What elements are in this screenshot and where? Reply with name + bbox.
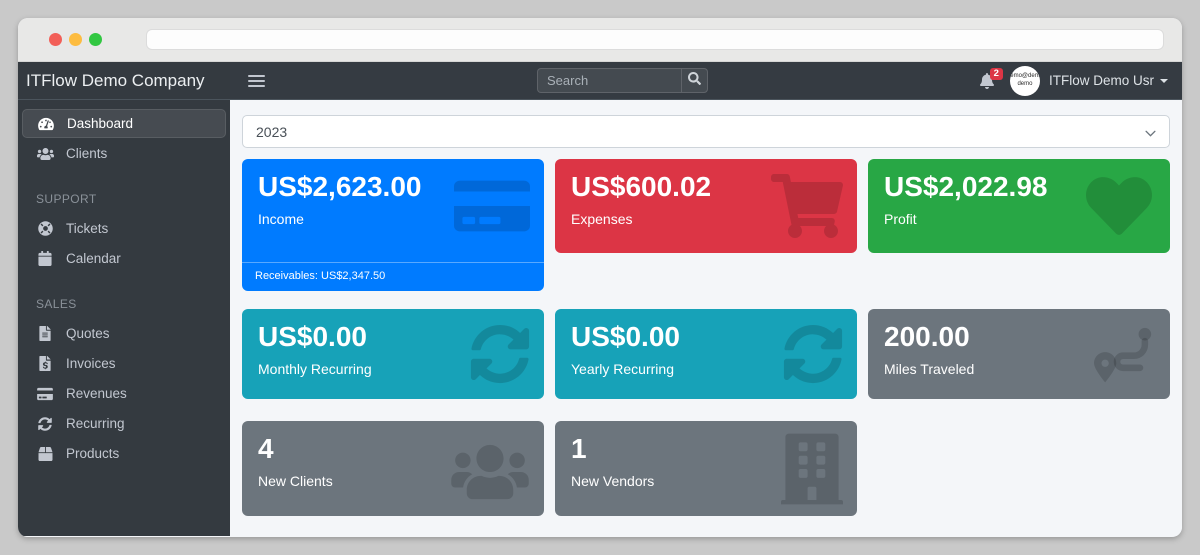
sidebar-item-label: Quotes: [66, 326, 110, 341]
search-input[interactable]: [536, 68, 681, 93]
expenses-label: Expenses: [571, 211, 633, 228]
window-controls: [18, 33, 116, 46]
file-lines-icon: [36, 326, 54, 342]
sidebar-item-calendar[interactable]: Calendar: [22, 244, 226, 273]
building-icon: [781, 433, 843, 505]
income-card[interactable]: US$2,623.00 Income Receivables: US$2,347…: [242, 159, 544, 291]
profit-value: US$2,022.98: [884, 171, 1048, 202]
browser-chrome: [18, 18, 1182, 62]
income-label: Income: [258, 211, 304, 228]
sync-icon: [470, 324, 530, 384]
tachometer-icon: [37, 116, 55, 132]
miles-traveled-label: Miles Traveled: [884, 361, 975, 378]
sidebar-section-sales: SALES: [36, 297, 77, 311]
income-receivables: Receivables: US$2,347.50: [242, 262, 544, 291]
life-ring-icon: [36, 221, 54, 237]
new-vendors-label: New Vendors: [571, 473, 655, 490]
new-clients-card[interactable]: 4 New Clients: [242, 421, 544, 516]
yearly-recurring-card[interactable]: US$0.00 Yearly Recurring: [555, 309, 857, 399]
sidebar-item-label: Revenues: [66, 386, 127, 401]
sync-icon: [36, 416, 54, 432]
monthly-recurring-value: US$0.00: [258, 321, 367, 352]
browser-window: ITFlow Demo Company Dashboard Clients SU…: [18, 18, 1182, 537]
navbar-right: 2 demo@demo demo ITFlow Demo Usr: [979, 65, 1168, 96]
sidebar-item-revenues[interactable]: Revenues: [22, 379, 226, 408]
profit-label: Profit: [884, 211, 917, 228]
minimize-window-button[interactable]: [69, 33, 82, 46]
sidebar-item-tickets[interactable]: Tickets: [22, 214, 226, 243]
sidebar: ITFlow Demo Company Dashboard Clients SU…: [18, 62, 230, 536]
address-bar[interactable]: [146, 29, 1164, 50]
sidebar-section-support: SUPPORT: [36, 192, 97, 206]
search-form: [536, 68, 708, 93]
sidebar-toggle-button[interactable]: [248, 74, 265, 87]
sidebar-item-clients[interactable]: Clients: [22, 139, 226, 168]
credit-card-icon: [454, 177, 530, 235]
top-navbar: 2 demo@demo demo ITFlow Demo Usr: [230, 62, 1182, 100]
users-icon: [450, 441, 530, 503]
new-clients-label: New Clients: [258, 473, 333, 490]
sidebar-item-label: Invoices: [66, 356, 116, 371]
sidebar-item-products[interactable]: Products: [22, 439, 226, 468]
sidebar-item-label: Dashboard: [67, 116, 134, 131]
heart-icon: [1082, 173, 1156, 239]
caret-down-icon: [1159, 78, 1168, 83]
user-menu[interactable]: ITFlow Demo Usr: [1049, 73, 1168, 88]
sidebar-item-label: Clients: [66, 146, 108, 161]
new-vendors-value: 1: [571, 433, 587, 464]
credit-card-icon: [36, 386, 54, 402]
yearly-recurring-value: US$0.00: [571, 321, 680, 352]
chevron-down-icon: [1145, 124, 1156, 140]
notification-count-badge: 2: [989, 67, 1003, 81]
miles-traveled-value: 200.00: [884, 321, 970, 352]
calendar-icon: [36, 251, 54, 267]
new-clients-value: 4: [258, 433, 274, 464]
year-select[interactable]: 2023: [242, 115, 1170, 148]
notifications-button[interactable]: 2: [979, 67, 1003, 89]
search-icon: [687, 71, 701, 90]
maximize-window-button[interactable]: [89, 33, 102, 46]
search-button[interactable]: [680, 68, 708, 93]
avatar[interactable]: demo@demo demo: [1009, 65, 1040, 96]
sync-icon: [783, 324, 843, 384]
monthly-recurring-card[interactable]: US$0.00 Monthly Recurring: [242, 309, 544, 399]
sidebar-item-label: Recurring: [66, 416, 125, 431]
miles-traveled-card[interactable]: 200.00 Miles Traveled: [868, 309, 1170, 399]
new-vendors-card[interactable]: 1 New Vendors: [555, 421, 857, 516]
monthly-recurring-label: Monthly Recurring: [258, 361, 372, 378]
sidebar-item-label: Products: [66, 446, 120, 461]
file-invoice-icon: [36, 356, 54, 372]
company-brand[interactable]: ITFlow Demo Company: [18, 62, 230, 100]
sidebar-item-label: Calendar: [66, 251, 121, 266]
sidebar-item-invoices[interactable]: Invoices: [22, 349, 226, 378]
shopping-cart-icon: [771, 174, 843, 238]
close-window-button[interactable]: [49, 33, 62, 46]
expenses-card[interactable]: US$600.02 Expenses: [555, 159, 857, 253]
sidebar-item-quotes[interactable]: Quotes: [22, 319, 226, 348]
dashboard-content: 2023 US$2,623.00 Income Receivable: [230, 100, 1182, 536]
box-icon: [36, 446, 54, 462]
income-value: US$2,623.00: [258, 171, 422, 202]
expenses-value: US$600.02: [571, 171, 712, 202]
profit-card[interactable]: US$2,022.98 Profit: [868, 159, 1170, 253]
sidebar-item-recurring[interactable]: Recurring: [22, 409, 226, 438]
route-icon: [1094, 323, 1156, 385]
sidebar-item-dashboard[interactable]: Dashboard: [22, 109, 226, 138]
users-icon: [36, 146, 54, 162]
sidebar-nav: Dashboard Clients SUPPORT Tickets: [18, 100, 230, 469]
yearly-recurring-label: Yearly Recurring: [571, 361, 674, 378]
sidebar-item-label: Tickets: [66, 221, 109, 236]
